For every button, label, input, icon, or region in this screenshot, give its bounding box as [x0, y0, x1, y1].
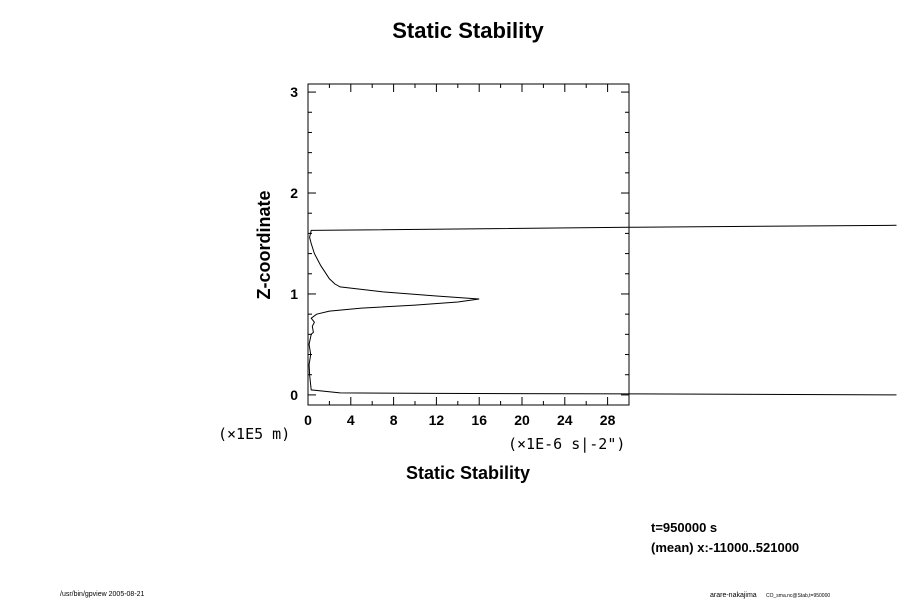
- chart-title: Static Stability: [392, 18, 544, 43]
- x-tick-label: 4: [347, 412, 355, 428]
- x-tick-labels: 0 4 8 12 16 20 24 28: [304, 412, 615, 428]
- footer-file: CO_sma.nc@Stab,t=950000: [766, 593, 830, 599]
- y-tick-label: 2: [290, 185, 298, 201]
- x-tick-label: 16: [471, 412, 487, 428]
- time-label: t=950000 s: [651, 520, 717, 535]
- y-tick-label: 1: [290, 286, 298, 302]
- x-axis-title: Static Stability: [406, 463, 530, 483]
- footer-command: /usr/bin/gpview 2005-08-21: [60, 591, 145, 598]
- y-unit-label: (×1E5 m): [218, 425, 290, 443]
- y-tick-labels: 0 1 2 3: [290, 84, 298, 403]
- mean-range-label: (mean) x:-11000..521000: [651, 540, 799, 555]
- x-tick-label: 12: [429, 412, 445, 428]
- x-tick-label: 0: [304, 412, 312, 428]
- y-ticks: [308, 91, 629, 396]
- x-ticks: [307, 84, 609, 405]
- plot-frame: [307, 83, 630, 406]
- footer-author: arare-nakajima: [710, 592, 757, 599]
- x-unit-label: (×1E-6 s|-2"): [508, 435, 625, 453]
- x-tick-label: 28: [600, 412, 616, 428]
- x-tick-label: 8: [390, 412, 398, 428]
- y-axis-title: Z-coordinate: [254, 190, 274, 299]
- y-tick-label: 0: [290, 387, 298, 403]
- x-tick-label: 24: [557, 412, 573, 428]
- x-tick-label: 20: [514, 412, 530, 428]
- y-tick-label: 3: [290, 84, 298, 100]
- series-line: [308, 224, 897, 396]
